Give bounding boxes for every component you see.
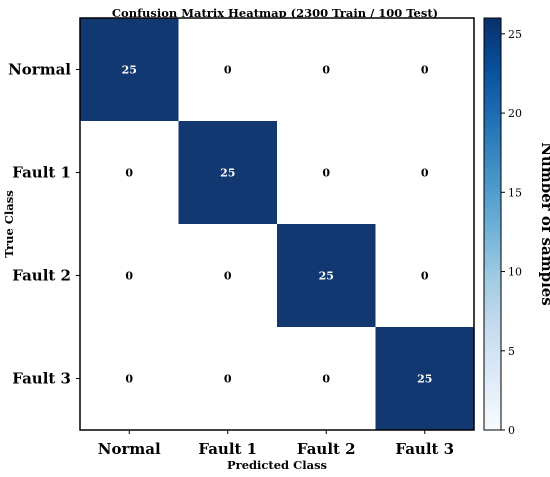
x-axis-ticks: Normal Fault 1 Fault 2 Fault 3 — [98, 430, 454, 458]
cell-value-label: 0 — [224, 270, 232, 283]
cell-value-label: 0 — [125, 270, 133, 283]
y-axis-ticks: Normal Fault 1 Fault 2 Fault 3 — [8, 61, 80, 388]
heatmap-cell — [375, 224, 474, 327]
heatmap-cells — [80, 18, 474, 430]
heatmap-cell — [80, 224, 179, 327]
y-tick-label: Fault 2 — [12, 267, 71, 285]
chart-title: Confusion Matrix Heatmap (2300 Train / 1… — [112, 6, 438, 20]
cell-value-label: 0 — [322, 167, 330, 180]
x-tick-label: Normal — [98, 440, 161, 458]
plot-frame — [79, 17, 475, 431]
heatmap-cell — [375, 121, 474, 224]
colorbar-tick-label: 25 — [508, 28, 522, 41]
y-tick-label: Fault 1 — [12, 164, 71, 182]
cell-value-label: 0 — [421, 64, 429, 77]
x-tick-label: Fault 3 — [395, 440, 454, 458]
heatmap-cell — [375, 327, 474, 430]
heatmap-cell — [178, 224, 277, 327]
heatmap-cell — [375, 18, 474, 121]
heatmap-cell — [80, 18, 179, 121]
heatmap-cell — [80, 121, 179, 224]
cell-value-label: 0 — [421, 167, 429, 180]
colorbar-ticks: 0 5 10 15 20 25 — [501, 28, 522, 437]
heatmap-cell — [277, 327, 376, 430]
x-tick-label: Fault 2 — [297, 440, 356, 458]
heatmap-cell — [178, 327, 277, 430]
x-axis-label: Predicted Class — [227, 458, 327, 472]
y-tick-label: Fault 3 — [12, 370, 71, 388]
colorbar — [483, 17, 502, 431]
cell-value-label: 0 — [322, 373, 330, 386]
cell-value-label: 25 — [319, 270, 334, 283]
colorbar-tick-label: 5 — [508, 345, 515, 358]
colorbar-label: Number of samples — [538, 142, 550, 306]
heatmap-cell — [178, 121, 277, 224]
colorbar-tick-label: 15 — [508, 186, 522, 199]
colorbar-tick-label: 10 — [508, 266, 522, 279]
heatmap-cell — [277, 18, 376, 121]
cell-value-label: 25 — [220, 167, 235, 180]
cell-value-label: 0 — [125, 373, 133, 386]
heatmap-cell — [277, 121, 376, 224]
heatmap-cell — [80, 327, 179, 430]
heatmap-cell — [178, 18, 277, 121]
cell-value-label: 0 — [421, 270, 429, 283]
heatmap-cell — [277, 224, 376, 327]
colorbar-tick-label: 20 — [508, 107, 522, 120]
y-axis-label: True Class — [2, 190, 16, 257]
cell-value-label: 0 — [125, 167, 133, 180]
cell-value-label: 25 — [122, 64, 137, 77]
y-tick-label: Normal — [8, 61, 71, 79]
x-tick-label: Fault 1 — [198, 440, 257, 458]
cell-value-label: 0 — [224, 64, 232, 77]
heatmap-cell-labels: 25 0 0 0 0 25 0 0 0 0 25 0 0 0 0 25 — [122, 64, 433, 386]
colorbar-tick-label: 0 — [508, 424, 515, 437]
cell-value-label: 0 — [322, 64, 330, 77]
cell-value-label: 0 — [224, 373, 232, 386]
cell-value-label: 25 — [417, 373, 432, 386]
